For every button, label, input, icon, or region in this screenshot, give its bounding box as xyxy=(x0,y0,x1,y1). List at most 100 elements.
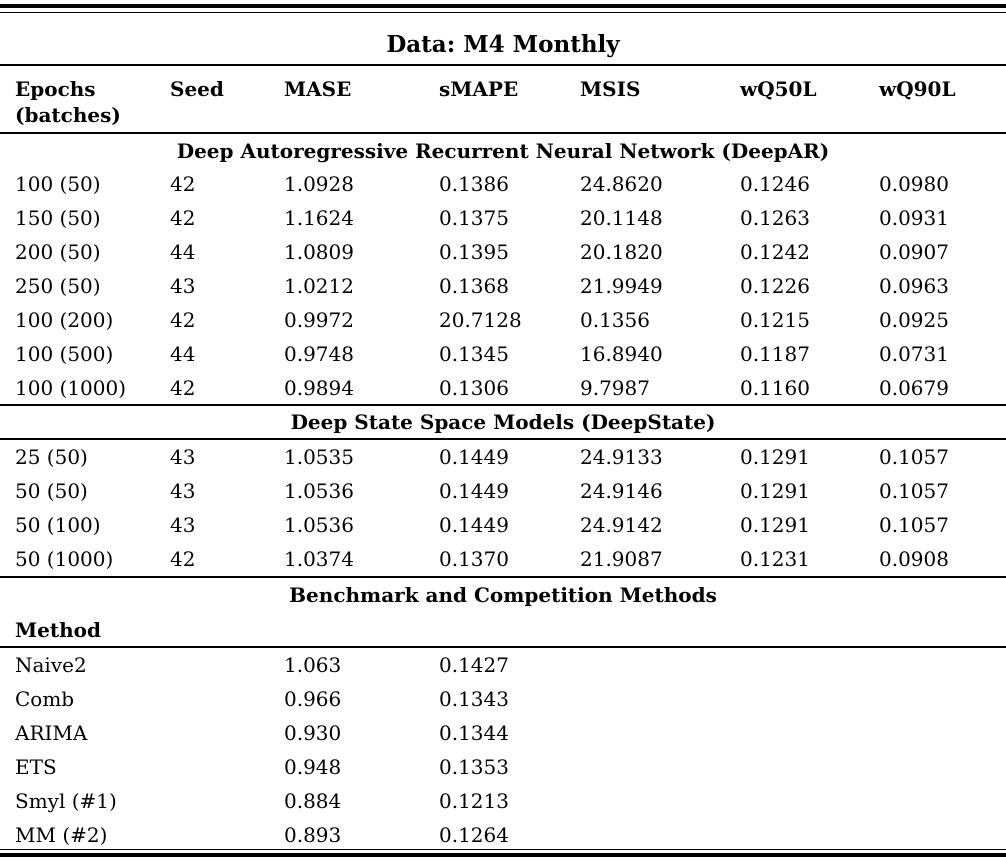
table-cell: 1.0212 xyxy=(284,274,354,298)
table-row: 150 (50) 42 1.1624 0.1375 20.1148 0.1263 0.093… xyxy=(0,201,1006,235)
table-cell: 24.9142 xyxy=(580,513,663,537)
table-cell: 0.0963 xyxy=(879,274,949,298)
table-cell: 43 xyxy=(170,479,196,503)
section-title-deepstate: Deep State Space Models (DeepState) xyxy=(290,410,716,434)
table-cell: 0.0679 xyxy=(879,376,949,400)
table-cell: 100 (1000) xyxy=(15,376,127,400)
table-cell: 0.0980 xyxy=(879,172,949,196)
table-row: MM (#2) 0.893 0.1264 xyxy=(0,818,1006,852)
table-cell: Comb xyxy=(15,687,75,711)
top-thin-rule xyxy=(0,12,1006,13)
table-row: Smyl (#1) 0.884 0.1213 xyxy=(0,784,1006,818)
table-cell: 0.1057 xyxy=(879,445,949,469)
table-cell: 0.1395 xyxy=(439,240,509,264)
table-row: Comb 0.966 0.1343 xyxy=(0,682,1006,716)
table-cell: 0.1291 xyxy=(740,513,810,537)
table-cell: 42 xyxy=(170,308,196,332)
table-row: 250 (50) 43 1.0212 0.1368 21.9949 0.1226 0.096… xyxy=(0,269,1006,303)
table-cell: 20.7128 xyxy=(439,308,522,332)
table-cell: 42 xyxy=(170,376,196,400)
table-cell: 0.1386 xyxy=(439,172,509,196)
table-row: ARIMA 0.930 0.1344 xyxy=(0,716,1006,750)
table-cell: 100 (500) xyxy=(15,342,114,366)
bottom-thin-rule xyxy=(0,849,1006,850)
table-cell: 1.063 xyxy=(284,653,342,677)
table-cell: 100 (50) xyxy=(15,172,101,196)
table-row: 200 (50) 44 1.0809 0.1395 20.1820 0.1242 0.090… xyxy=(0,235,1006,269)
table-row: 100 (500) 44 0.9748 0.1345 16.8940 0.1187 0.07… xyxy=(0,337,1006,371)
table-cell: 0.0931 xyxy=(879,206,949,230)
table-cell: 0.1344 xyxy=(439,721,509,745)
table-cell: 50 (100) xyxy=(15,513,101,537)
table-cell: 0.1306 xyxy=(439,376,509,400)
table-row: 50 (50) 43 1.0536 0.1449 24.9146 0.1291 0.1057 xyxy=(0,474,1006,508)
table-cell: 0.1375 xyxy=(439,206,509,230)
deepstate-title-rule xyxy=(0,438,1006,440)
table-cell: 0.930 xyxy=(284,721,342,745)
table-row: 25 (50) 43 1.0535 0.1449 24.9133 0.1291 0.1057 xyxy=(0,440,1006,474)
table-cell: 1.0374 xyxy=(284,547,354,571)
table-row: 100 (200) 42 0.9972 20.7128 0.1356 0.1215 0.09… xyxy=(0,303,1006,337)
table-cell: ARIMA xyxy=(15,721,88,745)
table-cell: 1.0536 xyxy=(284,479,354,503)
col-header-msis: MSIS xyxy=(580,77,641,101)
table-cell: 1.0928 xyxy=(284,172,354,196)
col-header-smape: sMAPE xyxy=(439,77,519,101)
table-row: 50 (1000) 42 1.0374 0.1370 21.9087 0.1231 0.09… xyxy=(0,542,1006,576)
table-row: ETS 0.948 0.1353 xyxy=(0,750,1006,784)
table-cell: 0.9972 xyxy=(284,308,354,332)
table-cell: 9.7987 xyxy=(580,376,650,400)
title-rule xyxy=(0,64,1006,66)
table-cell: 0.966 xyxy=(284,687,342,711)
table-cell: 20.1820 xyxy=(580,240,663,264)
table-cell: 150 (50) xyxy=(15,206,101,230)
table-cell: 44 xyxy=(170,342,196,366)
table-cell: 0.884 xyxy=(284,789,342,813)
table-cell: Naive2 xyxy=(15,653,87,677)
table-cell: 1.0536 xyxy=(284,513,354,537)
table-cell: 0.1291 xyxy=(740,479,810,503)
table-cell: 0.1356 xyxy=(580,308,650,332)
table-row: 100 (50) 42 1.0928 0.1386 24.8620 0.1246 0.098… xyxy=(0,167,1006,201)
table-cell: 0.1427 xyxy=(439,653,509,677)
table-cell: 0.893 xyxy=(284,823,342,847)
table-cell: 0.1368 xyxy=(439,274,509,298)
table-cell: 0.1449 xyxy=(439,513,509,537)
table-cell: 0.1213 xyxy=(439,789,509,813)
table-cell: ETS xyxy=(15,755,57,779)
table-cell: 0.1263 xyxy=(740,206,810,230)
table-cell: 250 (50) xyxy=(15,274,101,298)
table-cell: 0.1449 xyxy=(439,479,509,503)
table-cell: 20.1148 xyxy=(580,206,663,230)
table-cell: 0.1343 xyxy=(439,687,509,711)
table-cell: 0.1370 xyxy=(439,547,509,571)
table-cell: 0.1353 xyxy=(439,755,509,779)
method-header-row: Method xyxy=(0,613,1006,647)
table-cell: 0.0731 xyxy=(879,342,949,366)
table-cell: 0.1187 xyxy=(740,342,810,366)
top-thick-rule xyxy=(0,4,1006,8)
section-title-deepar: Deep Autoregressive Recurrent Neural Net… xyxy=(176,139,830,163)
table-cell: 50 (1000) xyxy=(15,547,114,571)
deepstate-rule xyxy=(0,576,1006,578)
table-row: Naive2 1.063 0.1427 xyxy=(0,648,1006,682)
table-cell: 0.1449 xyxy=(439,445,509,469)
col-header-wq50l: wQ50L xyxy=(740,77,817,101)
table-cell: 0.1215 xyxy=(740,308,810,332)
table-cell: 0.1057 xyxy=(879,513,949,537)
table-cell: 0.1246 xyxy=(740,172,810,196)
table-cell: 100 (200) xyxy=(15,308,114,332)
table-cell: 43 xyxy=(170,445,196,469)
col-header-epochs: Epochs (batches) xyxy=(15,77,121,127)
section-title-benchmark: Benchmark and Competition Methods xyxy=(289,583,717,607)
table-cell: 0.1345 xyxy=(439,342,509,366)
table-cell: 0.1242 xyxy=(740,240,810,264)
table-cell: 21.9087 xyxy=(580,547,663,571)
table-cell: 1.0535 xyxy=(284,445,354,469)
table-cell: 1.0809 xyxy=(284,240,354,264)
table-cell: 0.1291 xyxy=(740,445,810,469)
table-cell: 0.0908 xyxy=(879,547,949,571)
method-header-rule xyxy=(0,646,1006,648)
bottom-thick-rule xyxy=(0,853,1006,857)
table-cell: 50 (50) xyxy=(15,479,88,503)
